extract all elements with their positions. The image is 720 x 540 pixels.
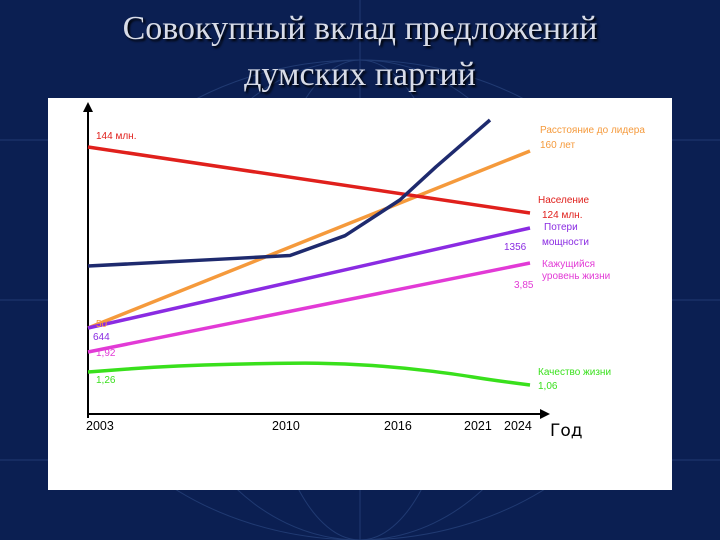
series-start-label-distance: 50	[96, 319, 108, 330]
label-layer: 50 Расстояние до лидера 160 лет 144 млн. Нас…	[93, 125, 645, 392]
series-line-population	[87, 145, 531, 215]
series-line-perceived	[87, 261, 531, 354]
x-axis-label: Год	[550, 421, 583, 441]
series-layer	[87, 118, 531, 387]
series-end-label-perceived: Кажущийся	[542, 259, 595, 270]
x-tick-label: 2016	[384, 419, 412, 433]
series-end-label-population: Население	[538, 195, 590, 206]
series-line-quality	[87, 361, 531, 387]
series-end-sublabel-distance: 160 лет	[540, 140, 576, 151]
line-chart: 50 Расстояние до лидера 160 лет 144 млн. Нас…	[83, 102, 645, 441]
series-start-label-power: 644	[93, 332, 110, 343]
series-line-power	[87, 226, 531, 330]
series-end-sublabel-population: 124 млн.	[542, 210, 582, 221]
chart-panel: 50 Расстояние до лидера 160 лет 144 млн. Нас…	[48, 98, 672, 490]
series-end-label-distance: Расстояние до лидера	[540, 125, 645, 136]
series-start-label-quality: 1,26	[96, 375, 116, 386]
x-tick-label: 2024	[504, 419, 532, 433]
series-end-value-perceived: 3,85	[514, 280, 534, 291]
slide-title-line-2: думских партий	[244, 56, 476, 93]
series-start-label-population: 144 млн.	[96, 131, 136, 142]
x-tick-layer: 2003 2010 2016 2021 2024	[86, 419, 532, 433]
series-end-value-power: 1356	[504, 242, 527, 253]
series-end-label-power: Потери	[544, 222, 578, 233]
series-start-label-perceived: 1,92	[96, 348, 116, 359]
series-end-sublabel-power: мощности	[542, 237, 589, 248]
x-tick-label: 2010	[272, 419, 300, 433]
x-tick-label: 2021	[464, 419, 492, 433]
series-end-sublabel-perceived: уровень жизни	[542, 271, 610, 282]
slide-title: Совокупный вклад предложений думских пар…	[0, 6, 720, 98]
series-end-label-quality: Качество жизни	[538, 367, 611, 378]
x-tick-label: 2003	[86, 419, 114, 433]
series-end-sublabel-quality: 1,06	[538, 381, 558, 392]
slide-title-line-1: Совокупный вклад предложений	[122, 10, 598, 47]
y-axis-arrow	[83, 102, 93, 112]
series-line-dark	[87, 118, 492, 268]
series-line-distance	[87, 149, 531, 330]
x-axis-arrow	[540, 409, 550, 419]
